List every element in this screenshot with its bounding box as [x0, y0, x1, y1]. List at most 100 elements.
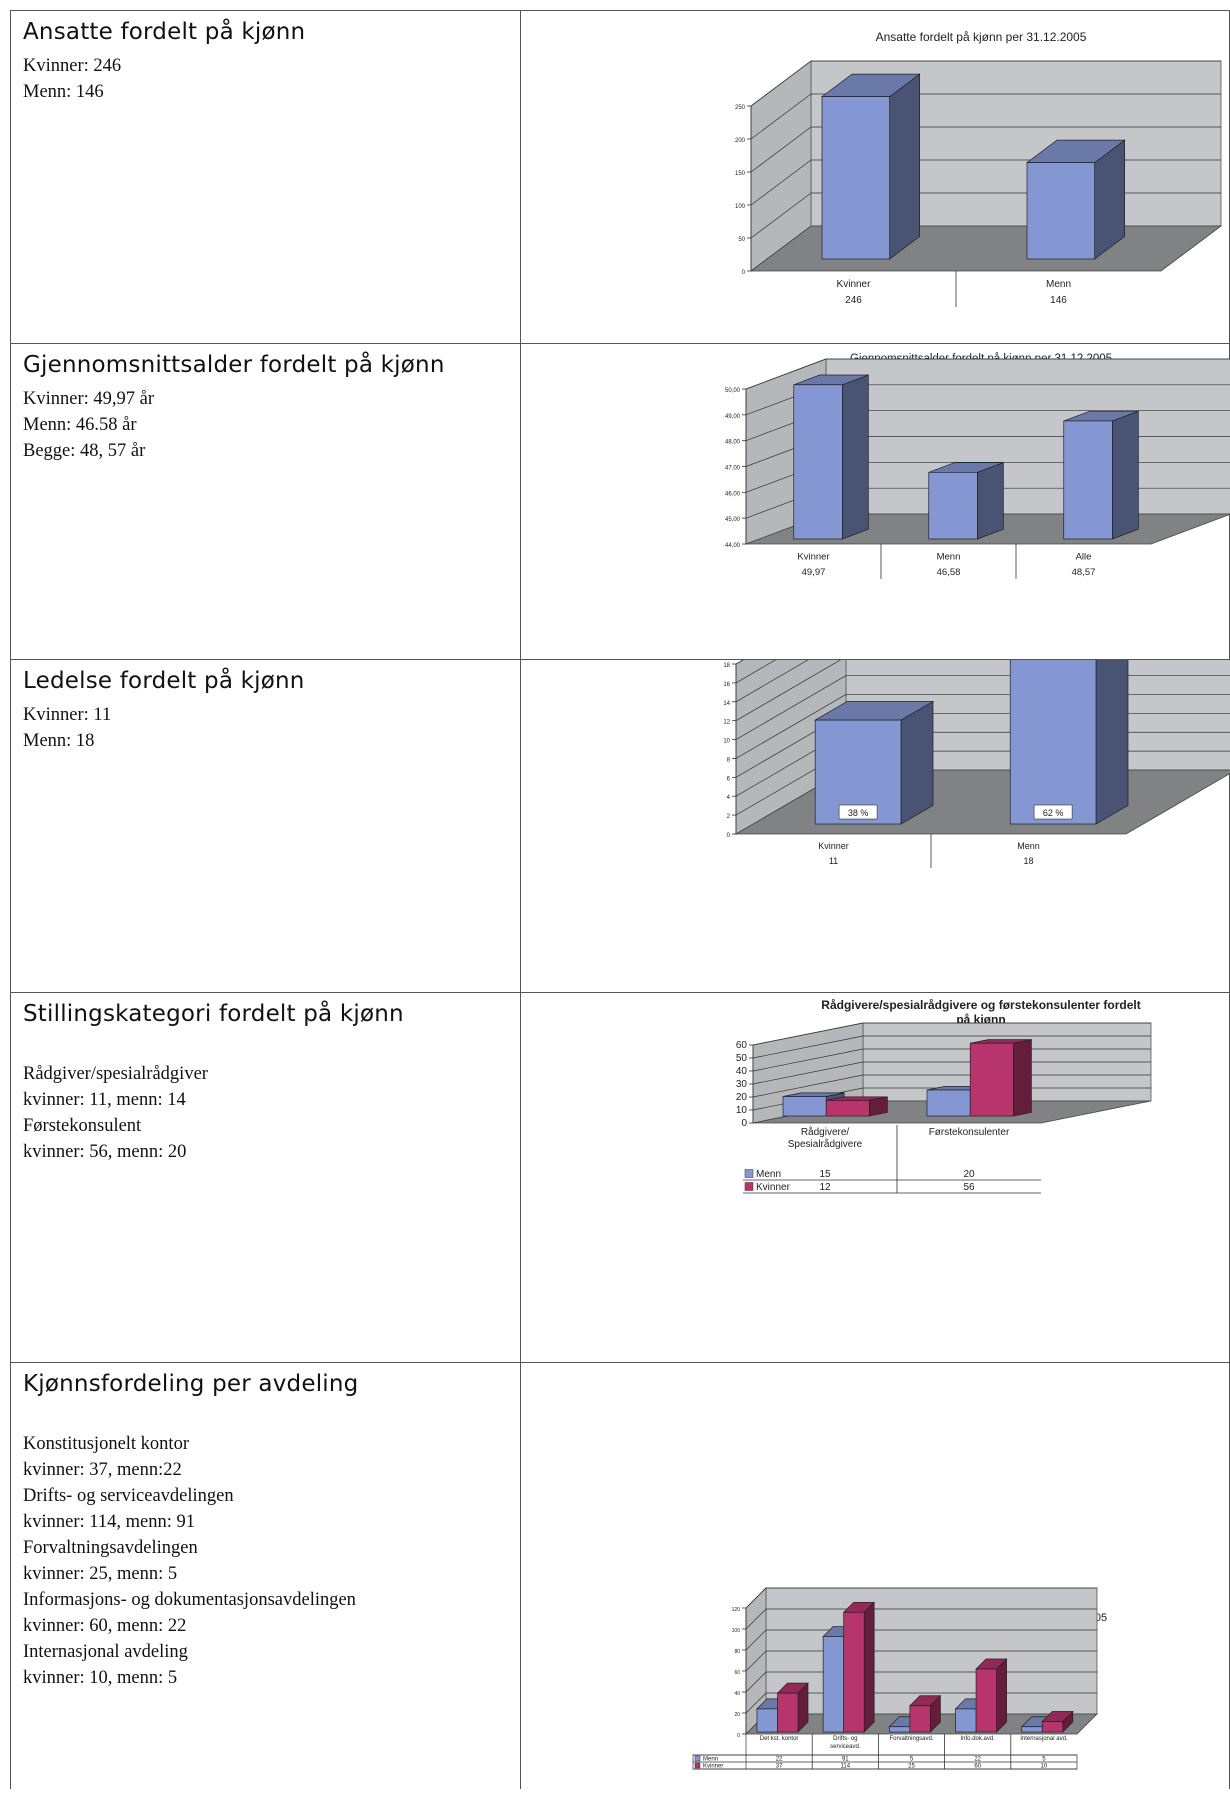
text-cell: Ledelse fordelt på kjønn Kvinner: 11 Men… — [11, 660, 521, 992]
bar-label-box — [838, 804, 878, 820]
chart-cell: Gjennomsnittsalder fordelt på kjønn per … — [521, 344, 1230, 659]
x-data-label: 46,58 — [937, 567, 961, 578]
text-line: Konstitusjonelt kontor — [23, 1434, 189, 1454]
y-tick-label: 100 — [732, 1628, 741, 1634]
x-category-label: serviceavd. — [830, 1744, 861, 1750]
bar — [926, 1089, 971, 1117]
y-tick-label: 50,00 — [725, 388, 741, 394]
bar — [825, 1100, 870, 1117]
text-line: kvinner: 37, menn:22 — [23, 1460, 182, 1480]
x-category-label: Drifts- og — [833, 1736, 857, 1742]
chart-cell: Fordeling av kvinner og menn per avdelin… — [521, 1363, 1229, 1789]
text-line: Informasjons- og dokumentasjonsavdelinge… — [23, 1590, 356, 1610]
chart-by-department: Fordeling av kvinner og menn per avdelin… — [692, 1587, 1107, 1770]
x-data-label: 49,97 — [802, 567, 826, 578]
row-heading: Ansatte fordelt på kjønn — [23, 19, 306, 45]
data-table-value: 15 — [819, 1169, 831, 1180]
text-cell: Kjønnsfordeling per avdeling Konstitusjo… — [11, 1363, 521, 1789]
text-line: Begge: 48, 57 år — [23, 441, 146, 461]
x-category-label: Kvinner — [818, 841, 849, 851]
y-tick-label: 2 — [727, 814, 731, 820]
data-table-value: 12 — [819, 1182, 831, 1193]
gridline — [752, 1074, 864, 1098]
legend-label: Menn — [756, 1169, 781, 1180]
gridline — [752, 1048, 864, 1072]
bar — [975, 1668, 997, 1733]
x-category-label: Kvinner — [837, 279, 872, 290]
y-tick-label: 6 — [727, 776, 731, 782]
bar — [928, 472, 978, 540]
row-heading: Gjennomsnittsalder fordelt på kjønn — [23, 352, 445, 378]
bar-side — [889, 73, 920, 260]
text-line: Kvinner: 11 — [23, 705, 112, 725]
chart-cell: Avdelingssjefer og seksjonsledere fordel… — [521, 599, 1230, 992]
x-category-label: Alle — [1076, 552, 1092, 563]
y-tick-label: 18 — [723, 663, 730, 669]
y-tick-label: 20 — [736, 1092, 748, 1103]
gridline — [735, 675, 847, 740]
y-tick-label: 120 — [732, 1607, 741, 1613]
y-tick-label: 0 — [737, 1733, 740, 1739]
y-tick-label: 20 — [734, 1712, 740, 1718]
x-category-label: Menn — [1017, 841, 1040, 851]
gridline — [750, 126, 812, 173]
data-table-value: 22 — [776, 1757, 783, 1763]
chart-cell: Rådgivere/spesialrådgivere og førstekons… — [521, 993, 1229, 1362]
bar — [1041, 1721, 1064, 1733]
text-line: Kvinner: 49,97 år — [23, 389, 155, 409]
bar — [955, 1708, 977, 1733]
data-table-value: 25 — [908, 1764, 915, 1770]
bar-label: 62 % — [1043, 808, 1064, 818]
y-tick-label: 0 — [742, 270, 746, 276]
bar — [782, 1096, 827, 1117]
text-line: Kvinner: 246 — [23, 56, 122, 76]
legend-swatch — [744, 1182, 754, 1191]
y-tick-label: 60 — [734, 1670, 740, 1676]
y-tick-label: 47,00 — [725, 466, 741, 472]
x-category-label: Internasjonal avd. — [1020, 1736, 1068, 1742]
bar-label: 38 % — [848, 808, 869, 818]
y-tick-label: 200 — [735, 138, 746, 144]
bar-side — [900, 700, 934, 825]
gridline — [735, 694, 847, 759]
bar — [843, 1611, 865, 1733]
bar-side — [1013, 1039, 1032, 1117]
y-tick-label: 44,00 — [725, 543, 741, 549]
data-table-value: 91 — [842, 1757, 849, 1763]
spacer — [23, 1405, 520, 1431]
y-tick-label: 100 — [735, 204, 746, 210]
x-category-label: Førstekonsulenter — [929, 1127, 1010, 1138]
gridline — [745, 1692, 767, 1714]
y-tick-label: 49,00 — [725, 414, 741, 420]
text-line: kvinner: 56, menn: 20 — [23, 1142, 187, 1162]
y-tick-label: 150 — [735, 171, 746, 177]
chart-management: Avdelingssjefer og seksjonsledere fordel… — [723, 599, 1230, 868]
bar — [821, 96, 891, 260]
y-tick-label: 10 — [736, 1105, 748, 1116]
x-category-label: Kvinner — [797, 552, 829, 563]
row-heading: Ledelse fordelt på kjønn — [23, 668, 305, 694]
y-tick-label: 250 — [735, 105, 746, 111]
bar-label-box — [1033, 804, 1073, 820]
data-table-value: 60 — [974, 1764, 981, 1770]
legend-label: Kvinner — [703, 1764, 723, 1770]
x-category-label: Det kst. kontor — [760, 1736, 799, 1742]
y-tick-label: 80 — [734, 1649, 740, 1655]
bar — [969, 1042, 1014, 1117]
y-tick-label: 12 — [723, 720, 730, 726]
bar-side — [863, 1601, 875, 1733]
bar — [822, 1636, 845, 1733]
y-tick-label: 8 — [727, 757, 731, 763]
bar-side — [996, 1658, 1007, 1733]
gridline — [745, 1650, 767, 1672]
text-line: kvinner: 11, menn: 14 — [23, 1090, 186, 1110]
row-2: Gjennomsnittsalder fordelt på kjønn Kvin… — [10, 343, 1230, 659]
text-line: Forvaltningsavdelingen — [23, 1538, 198, 1558]
x-category-label: Spesialrådgivere — [788, 1138, 863, 1150]
chart-position-category: Rådgivere/spesialrådgivere og førstekons… — [736, 998, 1152, 1194]
text-line: Rådgiver/spesialrådgiver — [23, 1064, 208, 1084]
row-heading: Kjønnsfordeling per avdeling — [23, 1371, 359, 1397]
data-table-value: 5 — [1042, 1757, 1046, 1763]
text-line: Drifts- og serviceavdelingen — [23, 1486, 234, 1506]
bar — [888, 1726, 911, 1733]
